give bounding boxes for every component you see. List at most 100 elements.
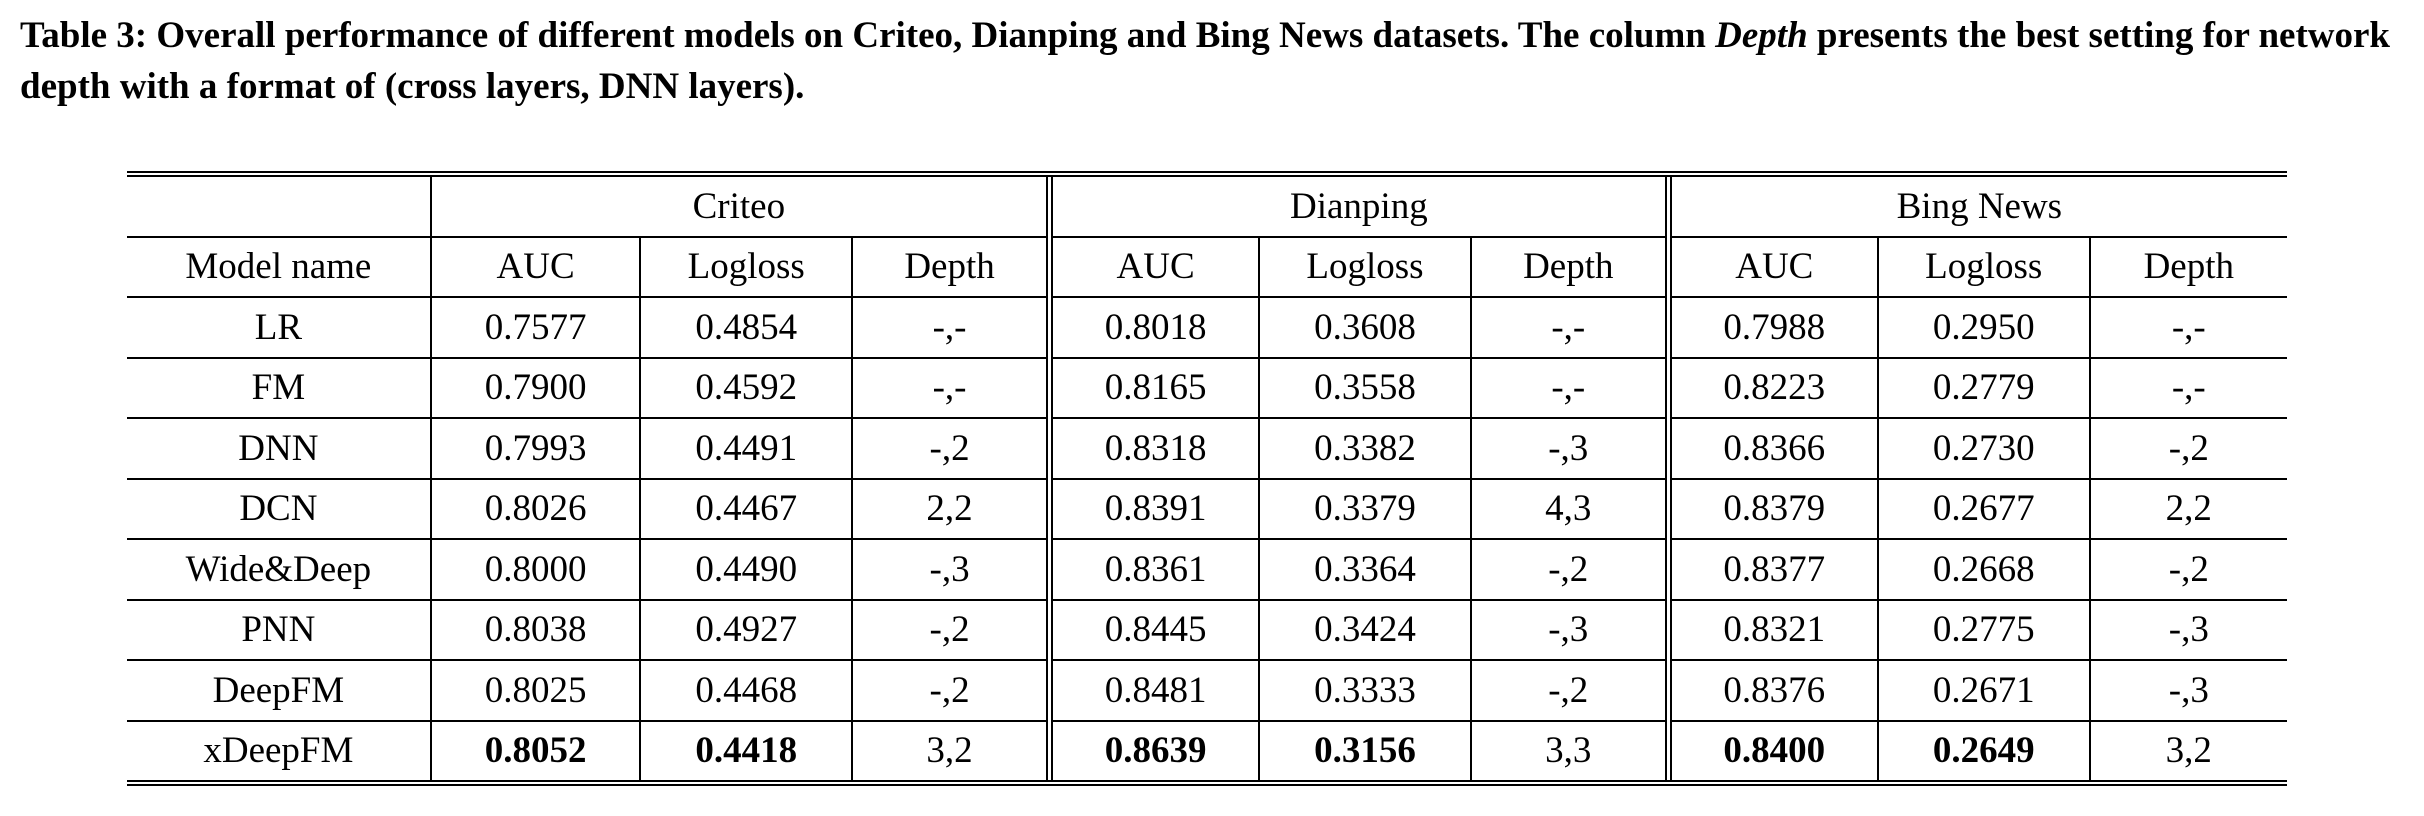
- column-header-row: Model name AUC Logloss Depth AUC Logloss Depth…: [127, 236, 2287, 298]
- results-table-wrapper: Criteo Dianping Bing News Model name AUC L…: [127, 171, 2287, 786]
- value-cell: -,3: [2089, 660, 2287, 722]
- value-cell: 0.8026: [430, 478, 642, 540]
- value-cell: -,3: [1470, 418, 1672, 480]
- value-cell: 0.3379: [1259, 478, 1472, 540]
- table-row: LR 0.7577 0.4854 -,- 0.8018 0.3608 -,- 0.7988 0.…: [127, 297, 2287, 359]
- value-cell: -,3: [852, 539, 1053, 601]
- value-cell: -,2: [852, 418, 1053, 480]
- value-cell: -,-: [852, 297, 1053, 359]
- column-header: Depth: [1470, 236, 1672, 298]
- column-header: Logloss: [1259, 236, 1472, 298]
- value-cell: -,2: [852, 660, 1053, 722]
- value-cell: 0.2677: [1877, 478, 2091, 540]
- value-cell: 3,3: [1470, 720, 1672, 780]
- value-cell: 0.8018: [1049, 297, 1261, 359]
- caption-italic: Depth: [1715, 15, 1808, 56]
- value-cell: -,-: [2089, 297, 2287, 359]
- value-cell: 0.2671: [1877, 660, 2091, 722]
- value-cell: 0.2775: [1877, 599, 2091, 661]
- value-cell: -,3: [1470, 599, 1672, 661]
- model-name-cell: DNN: [127, 418, 432, 480]
- table-row: Wide&Deep 0.8000 0.4490 -,3 0.8361 0.3364 -,2 0…: [127, 539, 2287, 601]
- column-header: Logloss: [640, 236, 854, 298]
- value-cell: -,2: [852, 599, 1053, 661]
- value-cell: -,2: [1470, 660, 1672, 722]
- value-cell: -,2: [2089, 418, 2287, 480]
- value-cell: -,2: [2089, 539, 2287, 601]
- caption-text-2: presents the best setting for network de…: [20, 15, 2390, 107]
- model-name-cell: PNN: [127, 599, 432, 661]
- table-row: DCN 0.8026 0.4467 2,2 0.8391 0.3379 4,3 0.8379 0…: [127, 478, 2287, 540]
- table-row: FM 0.7900 0.4592 -,- 0.8165 0.3558 -,- 0.8223 0.…: [127, 357, 2287, 419]
- column-header: AUC: [1049, 236, 1261, 298]
- value-cell: 0.4491: [640, 418, 854, 480]
- value-cell: 0.4467: [640, 478, 854, 540]
- value-cell: 2,2: [2089, 478, 2287, 540]
- value-cell: 0.8400: [1668, 720, 1879, 780]
- table-caption: Table 3: Overall performance of differen…: [20, 10, 2415, 112]
- column-header: Logloss: [1877, 236, 2091, 298]
- column-header: AUC: [430, 236, 642, 298]
- value-cell: 0.4854: [640, 297, 854, 359]
- value-cell: 0.3382: [1259, 418, 1472, 480]
- model-name-cell: LR: [127, 297, 432, 359]
- value-cell: 4,3: [1470, 478, 1672, 540]
- model-name-cell: Wide&Deep: [127, 539, 432, 601]
- value-cell: 0.8361: [1049, 539, 1261, 601]
- value-cell: 0.4490: [640, 539, 854, 601]
- bottom-double-rule: [127, 780, 2287, 786]
- top-double-rule: [127, 171, 2287, 177]
- table-row: DeepFM 0.8025 0.4468 -,2 0.8481 0.3333 -,2 0.83…: [127, 660, 2287, 722]
- group-header-criteo: Criteo: [430, 177, 1053, 238]
- value-cell: -,3: [2089, 599, 2287, 661]
- group-header-row: Criteo Dianping Bing News: [127, 177, 2287, 238]
- value-cell: 0.7988: [1668, 297, 1879, 359]
- value-cell: 0.2649: [1877, 720, 2091, 780]
- value-cell: 0.2730: [1877, 418, 2091, 480]
- value-cell: 0.8376: [1668, 660, 1879, 722]
- value-cell: 0.4927: [640, 599, 854, 661]
- column-header: Depth: [852, 236, 1053, 298]
- value-cell: 3,2: [2165, 730, 2212, 772]
- value-cell: 0.3558: [1259, 357, 1472, 419]
- value-cell: 0.2779: [1877, 357, 2091, 419]
- results-table: Criteo Dianping Bing News Model name AUC L…: [127, 177, 2287, 780]
- value-cell: 0.7900: [430, 357, 642, 419]
- value-cell: 0.8377: [1668, 539, 1879, 601]
- caption-text-1: Table 3: Overall performance of differen…: [20, 15, 1716, 56]
- value-cell: 0.8052: [430, 720, 642, 780]
- value-cell: 0.8445: [1049, 599, 1261, 661]
- value-cell: 0.8391: [1049, 478, 1261, 540]
- value-cell: 0.3364: [1259, 539, 1472, 601]
- model-name-cell: DCN: [127, 478, 432, 540]
- model-name-cell: FM: [127, 357, 432, 419]
- value-cell: 0.8000: [430, 539, 642, 601]
- model-name-cell: DeepFM: [127, 660, 432, 722]
- value-cell: 0.3424: [1259, 599, 1472, 661]
- value-cell: -,2: [1470, 539, 1672, 601]
- value-cell: 2,2: [852, 478, 1053, 540]
- group-header-bing-news: Bing News: [1668, 177, 2287, 238]
- value-cell: -,-: [852, 357, 1053, 419]
- column-header: Depth: [2089, 236, 2287, 298]
- value-cell: 0.8318: [1049, 418, 1261, 480]
- value-cell: -,-: [1470, 357, 1672, 419]
- value-cell: 0.3608: [1259, 297, 1472, 359]
- value-cell: 0.4468: [640, 660, 854, 722]
- value-cell: 0.4592: [640, 357, 854, 419]
- column-header: Model name: [127, 236, 432, 298]
- value-cell: 0.8025: [430, 660, 642, 722]
- value-cell: -,-: [2089, 357, 2287, 419]
- value-cell: 0.2950: [1877, 297, 2091, 359]
- value-cell: -,-: [1470, 297, 1672, 359]
- table-row: PNN 0.8038 0.4927 -,2 0.8445 0.3424 -,3 0.8321 0…: [127, 599, 2287, 661]
- value-cell: 0.8379: [1668, 478, 1879, 540]
- value-cell: 0.3156: [1259, 720, 1472, 780]
- value-cell: 3,2: [852, 720, 1053, 780]
- value-cell: 0.2668: [1877, 539, 2091, 601]
- value-cell: 0.8165: [1049, 357, 1261, 419]
- value-cell: 0.8321: [1668, 599, 1879, 661]
- value-cell: 0.8038: [430, 599, 642, 661]
- table-row: xDeepFM 0.8052 0.4418 3,2 0.8639 0.3156 3,3 0.8…: [127, 720, 2287, 780]
- table-row: DNN 0.7993 0.4491 -,2 0.8318 0.3382 -,3 0.8366 0…: [127, 418, 2287, 480]
